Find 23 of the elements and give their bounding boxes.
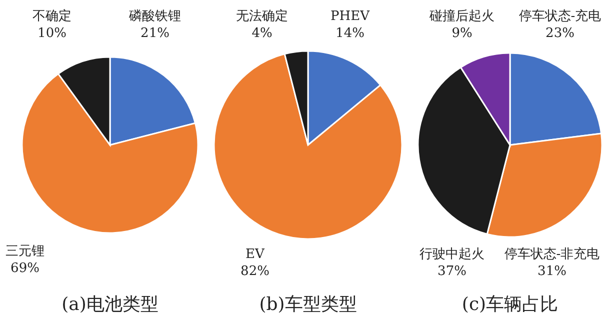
data-label: 4% xyxy=(252,26,272,41)
slice-label: PHEV xyxy=(330,9,370,24)
text: (a)电池类型 xyxy=(62,294,158,315)
slice-label: 三元锂 xyxy=(6,244,44,259)
text: (c)车辆占比 xyxy=(462,294,558,315)
slice-label: 无法确定 xyxy=(236,9,288,24)
data-label: 69% xyxy=(10,261,40,276)
slice-label: 行驶中起火 xyxy=(420,247,484,262)
data-label: 82% xyxy=(240,264,270,279)
data-label: 14% xyxy=(336,26,364,41)
slice-label: 磷酸铁锂 xyxy=(128,9,181,24)
slice-label: 停车状态-充电 xyxy=(518,9,602,24)
slice-label: EV xyxy=(246,247,266,262)
slice-label: 不确定 xyxy=(32,9,72,24)
data-label: 10% xyxy=(38,26,66,41)
slice-label: 碰撞后起火 xyxy=(428,9,494,24)
data-label: 9% xyxy=(452,26,472,41)
data-label: 37% xyxy=(438,264,466,279)
data-label: 23% xyxy=(546,26,574,41)
text: (b)车型类型 xyxy=(259,294,357,315)
slice-label: 停车状态-非充电 xyxy=(504,247,600,262)
data-label: 31% xyxy=(538,264,566,279)
data-label: 21% xyxy=(140,26,170,41)
